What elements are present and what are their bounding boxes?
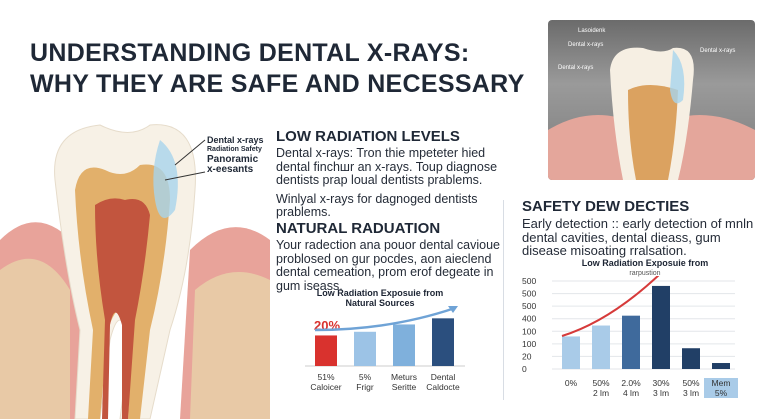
x-tick-label: Dental Caldocte [426, 372, 460, 392]
chart2-bar [622, 315, 640, 369]
chart2-plot: 500 500 500 400 100 100 20 0 [522, 276, 735, 374]
chart2-bar [562, 336, 580, 369]
chart1-title: Low Radiation Exposuie from Natural Sour… [316, 288, 444, 308]
chart2-bar [652, 285, 670, 369]
page-title: UNDERSTANDING DENTAL X-RAYS: WHY THEY AR… [30, 39, 525, 98]
y-tick-label: 100 [522, 339, 536, 349]
xray-image: Lasoidenk Dental x-rays Dental x-rays De… [548, 20, 755, 180]
x-tick-label: 30% 3 lm [652, 378, 670, 398]
tooth-illustration [0, 124, 270, 419]
y-tick-label: 20 [522, 351, 532, 361]
x-tick-label: 50% 2 lm [592, 378, 610, 398]
x-tick-label: Meturs Seritte [391, 372, 417, 392]
safety-section: SAFETY DEW DECTIES Early detection :: ea… [522, 198, 754, 258]
x-tick-label: 2.0% 4 lm [621, 378, 641, 398]
y-tick-label: 500 [522, 276, 536, 286]
low-radiation-section: LOW RADIATION LEVELS Dental x-rays: Tron… [276, 128, 498, 219]
chart2-bar [682, 348, 700, 369]
chart2-trend-curve [561, 276, 660, 337]
tooth-labels: Dental x-rays Radiation Safety Panoramic… [207, 135, 264, 175]
y-tick-label: 500 [522, 289, 536, 299]
chart2-title: Low Radiation Exposuie from [581, 258, 709, 268]
chart1-bar [432, 318, 454, 366]
chart1-plot [305, 306, 465, 367]
y-tick-label: 0 [522, 364, 527, 374]
chart1-trend-arrow [314, 306, 456, 332]
chart2-subtitle: rarpustion [629, 270, 661, 277]
natural-radiation-section: NATURAL RADUATION Your radection ana pou… [276, 220, 501, 293]
x-tick-label: 51% Caloicer [310, 372, 342, 392]
chart1-bar [315, 335, 337, 366]
x-tick-label: 0% [564, 378, 578, 388]
chart2-bar [712, 363, 730, 369]
x-tick-label: 5% Frigr [356, 372, 374, 392]
arrow-head-icon [448, 306, 458, 313]
y-tick-label: 100 [522, 326, 536, 336]
y-tick-label: 400 [522, 314, 536, 324]
x-tick-label: 50% 3 lm [682, 378, 700, 398]
chart1-bar [354, 331, 376, 366]
chart1-bar [393, 324, 415, 366]
y-tick-label: 500 [522, 301, 536, 311]
x-tick-label: Mem 5% [704, 378, 738, 398]
chart2-bar [592, 325, 610, 369]
divider [503, 200, 504, 400]
